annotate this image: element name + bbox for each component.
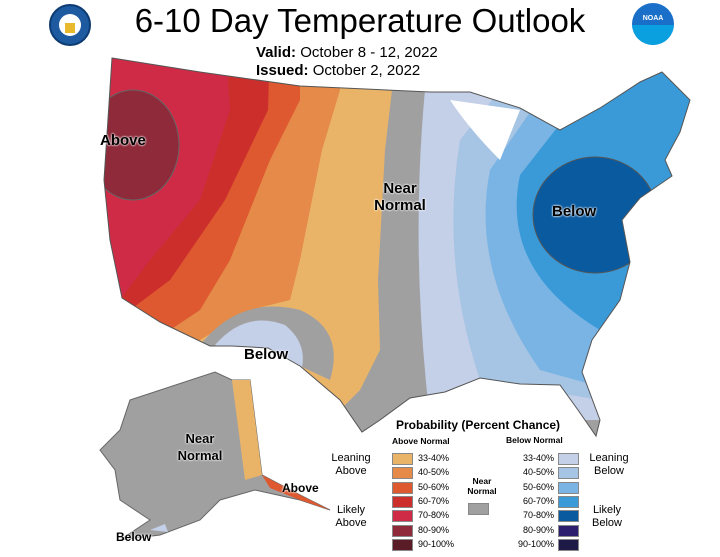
legend-leaning-below: Leaning Below <box>589 452 629 477</box>
legend-range-below: 80-90% <box>522 525 554 535</box>
legend-range-below: 33-40% <box>522 453 554 463</box>
issued-label: Issued: <box>256 62 309 79</box>
legend-range-below: 70-80% <box>522 510 554 520</box>
legend-swatch-above <box>392 525 413 537</box>
alaska <box>99 371 331 541</box>
valid-label: Valid: <box>256 44 297 61</box>
legend-likely-above: Likely Above <box>335 504 367 529</box>
legend-swatch-above <box>392 496 413 508</box>
label-above-west: Above <box>100 132 146 149</box>
legend-swatch-below <box>558 525 579 537</box>
legend-range-below: 90-100% <box>517 539 554 549</box>
legend-swatch-above <box>392 510 413 522</box>
legend-above-header: Above Normal <box>392 436 450 446</box>
legend-range-above: 60-70% <box>418 496 450 506</box>
legend-range-above: 33-40% <box>418 453 450 463</box>
page-title: 6-10 Day Temperature Outlook <box>134 2 586 39</box>
legend-swatch-above <box>392 453 413 465</box>
label-alaska-above: Above <box>282 481 319 495</box>
legend-range-above: 70-80% <box>418 510 450 520</box>
legend-swatch-below <box>558 482 579 494</box>
valid-dates: Valid: October 8 - 12, 2022 <box>256 44 438 61</box>
commerce-seal-logo <box>49 4 91 46</box>
legend-near-normal: Near Normal <box>467 476 497 496</box>
legend-swatch-below <box>558 453 579 465</box>
legend-range-below: 40-50% <box>522 467 554 477</box>
label-alaska-below: Below <box>116 530 152 544</box>
legend-range-above: 90-100% <box>418 539 455 549</box>
conus-border <box>103 57 691 438</box>
legend-likely-below: Likely Below <box>592 504 622 529</box>
legend-range-below: 60-70% <box>522 496 554 506</box>
legend-leaning-above: Leaning Above <box>331 452 371 477</box>
valid-value: October 8 - 12, 2022 <box>300 44 438 61</box>
label-below-east: Below <box>552 203 597 220</box>
legend-range-above: 50-60% <box>418 482 450 492</box>
legend-range-below: 50-60% <box>522 482 554 492</box>
label-below-southwest: Below <box>244 346 289 363</box>
legend-swatch-below <box>558 467 579 479</box>
label-alaska-near: Near Normal <box>177 431 223 463</box>
legend-swatch-above <box>392 467 413 479</box>
legend-below-header: Below Normal <box>506 435 563 445</box>
legend-range-above: 40-50% <box>418 467 450 477</box>
issued-value: October 2, 2022 <box>312 62 421 79</box>
label-near-normal: Near Normal <box>374 180 426 214</box>
legend-title: Probability (Percent Chance) <box>396 418 561 432</box>
legend-swatch-above <box>392 482 413 494</box>
legend-swatch-below <box>558 510 579 522</box>
legend-swatch-above <box>392 539 413 551</box>
legend-swatch-below <box>558 539 579 551</box>
legend-swatch-below <box>558 496 579 508</box>
noaa-logo: NOAA <box>632 3 674 45</box>
issued-date: Issued: October 2, 2022 <box>256 62 420 79</box>
legend-range-above: 80-90% <box>418 525 450 535</box>
legend-swatch-near-normal <box>468 503 489 515</box>
